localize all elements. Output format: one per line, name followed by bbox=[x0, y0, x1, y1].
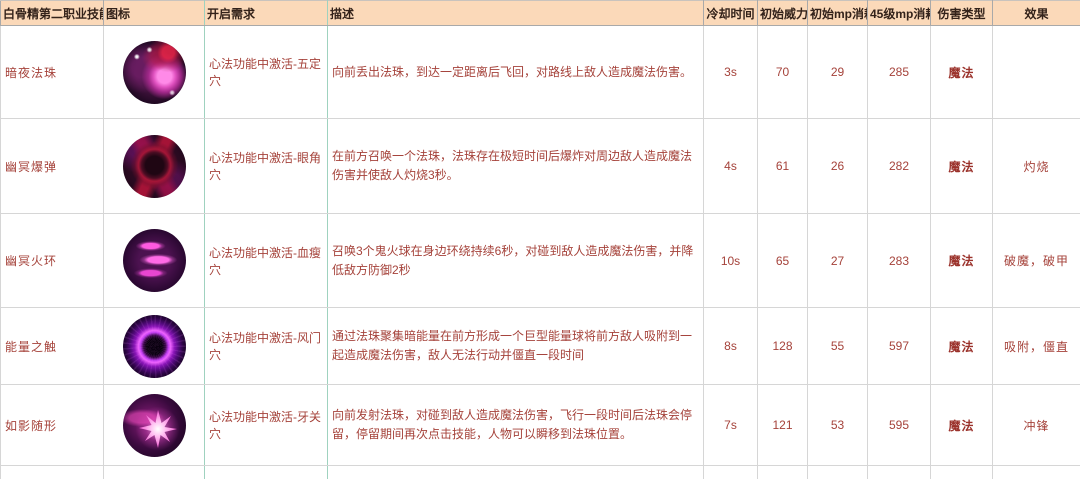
empty-cell bbox=[103, 465, 205, 479]
skill-icon-cell bbox=[103, 307, 205, 385]
empty-partial-row bbox=[0, 465, 1080, 479]
col-header-effect: 效果 bbox=[992, 0, 1080, 26]
col-header-initial-power: 初始威力 bbox=[757, 0, 808, 26]
skill-lv45-mp: 283 bbox=[867, 213, 931, 308]
skill-initial-mp: 27 bbox=[807, 213, 868, 308]
col-header-icon: 图标 bbox=[103, 0, 205, 26]
skill-cooldown: 3s bbox=[703, 25, 758, 119]
skill-effect: 破魔，破甲 bbox=[992, 213, 1080, 308]
skill-row-ruying-suixing: 如影随形 心法功能中激活-牙关穴 bbox=[0, 384, 1080, 466]
skill-cooldown: 7s bbox=[703, 384, 758, 466]
starburst-glyph bbox=[138, 409, 177, 448]
empty-cell bbox=[204, 465, 328, 479]
skill-damage-type: 魔法 bbox=[930, 25, 993, 119]
skill-icon-cell bbox=[103, 118, 205, 214]
skill-damage-type: 魔法 bbox=[930, 213, 993, 308]
col-header-lv45-mp: 45级mp消耗 bbox=[867, 0, 931, 26]
empty-cell bbox=[703, 465, 758, 479]
skill-description: 在前方召唤一个法珠，法珠存在极短时间后爆炸对周边敌人造成魔法伤害并使敌人灼烧3秒… bbox=[327, 118, 704, 214]
empty-cell bbox=[327, 465, 704, 479]
skill-initial-mp: 29 bbox=[807, 25, 868, 119]
skill-effect: 吸附，僵直 bbox=[992, 307, 1080, 385]
skill-initial-power: 61 bbox=[757, 118, 808, 214]
skill-requirement: 心法功能中激活-五定穴 bbox=[204, 25, 328, 119]
empty-cell bbox=[757, 465, 808, 479]
empty-cell bbox=[0, 465, 104, 479]
skill-initial-mp: 55 bbox=[807, 307, 868, 385]
skill-initial-mp: 53 bbox=[807, 384, 868, 466]
skill-description: 通过法珠聚集暗能量在前方形成一个巨型能量球将前方敌人吸附到一起造成魔法伤害，敌人… bbox=[327, 307, 704, 385]
skill-initial-power: 128 bbox=[757, 307, 808, 385]
skill-lv45-mp: 597 bbox=[867, 307, 931, 385]
purple-energy-eye-orb-icon bbox=[122, 314, 186, 378]
skill-description: 召唤3个鬼火球在身边环绕持续6秒，对碰到敌人造成魔法伤害，并降低敌方防御2秒 bbox=[327, 213, 704, 308]
empty-cell bbox=[930, 465, 993, 479]
empty-cell bbox=[992, 465, 1080, 479]
skill-lv45-mp: 595 bbox=[867, 384, 931, 466]
skill-damage-type: 魔法 bbox=[930, 384, 993, 466]
col-header-cooldown: 冷却时间 bbox=[703, 0, 758, 26]
col-header-initial-mp: 初始mp消耗 bbox=[807, 0, 868, 26]
skill-icon-cell bbox=[103, 25, 205, 119]
col-header-damage-type: 伤害类型 bbox=[930, 0, 993, 26]
skill-name: 幽冥爆弹 bbox=[0, 118, 104, 214]
empty-cell bbox=[867, 465, 931, 479]
skill-description: 向前丢出法珠，到达一定距离后飞回，对路线上敌人造成魔法伤害。 bbox=[327, 25, 704, 119]
crimson-burst-orb-icon bbox=[122, 134, 186, 198]
skill-requirement: 心法功能中激活-血瘦穴 bbox=[204, 213, 328, 308]
skill-name: 能量之触 bbox=[0, 307, 104, 385]
skill-effect: 灼烧 bbox=[992, 118, 1080, 214]
skill-cooldown: 10s bbox=[703, 213, 758, 308]
skill-name: 如影随形 bbox=[0, 384, 104, 466]
skill-damage-type: 魔法 bbox=[930, 118, 993, 214]
skill-initial-mp: 26 bbox=[807, 118, 868, 214]
col-header-description: 描述 bbox=[327, 0, 704, 26]
col-header-requirement: 开启需求 bbox=[204, 0, 328, 26]
skill-requirement: 心法功能中激活-风门穴 bbox=[204, 307, 328, 385]
skill-name: 幽冥火环 bbox=[0, 213, 104, 308]
skill-row-anye-fazhu: 暗夜法珠 心法功能中激活-五定穴 向前丢出法珠，到达一定距离后飞回，对路线上敌人… bbox=[0, 25, 1080, 119]
skill-requirement: 心法功能中激活-眼角穴 bbox=[204, 118, 328, 214]
skill-effect: 冲锋 bbox=[992, 384, 1080, 466]
skill-icon-cell bbox=[103, 213, 205, 308]
col-header-skill-name: 白骨精第二职业技能 bbox=[0, 0, 104, 26]
magenta-wisp-ring-orb-icon bbox=[122, 229, 186, 292]
header-row: 白骨精第二职业技能 图标 开启需求 描述 冷却时间 初始威力 初始mp消耗 45… bbox=[0, 0, 1080, 26]
skill-initial-power: 65 bbox=[757, 213, 808, 308]
skill-initial-power: 70 bbox=[757, 25, 808, 119]
skill-cooldown: 4s bbox=[703, 118, 758, 214]
skill-requirement: 心法功能中激活-牙关穴 bbox=[204, 384, 328, 466]
skill-effect bbox=[992, 25, 1080, 119]
skill-cooldown: 8s bbox=[703, 307, 758, 385]
skill-lv45-mp: 285 bbox=[867, 25, 931, 119]
pink-starburst-orb-icon bbox=[122, 393, 186, 457]
skill-icon-cell bbox=[103, 384, 205, 466]
skill-initial-power: 121 bbox=[757, 384, 808, 466]
dark-orb-with-pink-moon-icon bbox=[122, 40, 186, 104]
skill-row-youming-huohuan: 幽冥火环 心法功能中激活-血瘦穴 召唤3个鬼火球在身边环绕持续6秒，对碰到敌人造… bbox=[0, 213, 1080, 308]
skill-description: 向前发射法珠，对碰到敌人造成魔法伤害，飞行一段时间后法珠会停留，停留期间再次点击… bbox=[327, 384, 704, 466]
skill-row-youming-baodan: 幽冥爆弹 心法功能中激活-眼角穴 在前方召唤一个法珠，法珠存在极短时间后爆炸对周… bbox=[0, 118, 1080, 214]
skill-row-nengliang-zhichu: 能量之触 心法功能中激活-风门穴 通过法珠聚集暗能量在前方形成一个巨型能量球将前… bbox=[0, 307, 1080, 385]
empty-cell bbox=[807, 465, 868, 479]
skill-name: 暗夜法珠 bbox=[0, 25, 104, 119]
skill-lv45-mp: 282 bbox=[867, 118, 931, 214]
skill-damage-type: 魔法 bbox=[930, 307, 993, 385]
